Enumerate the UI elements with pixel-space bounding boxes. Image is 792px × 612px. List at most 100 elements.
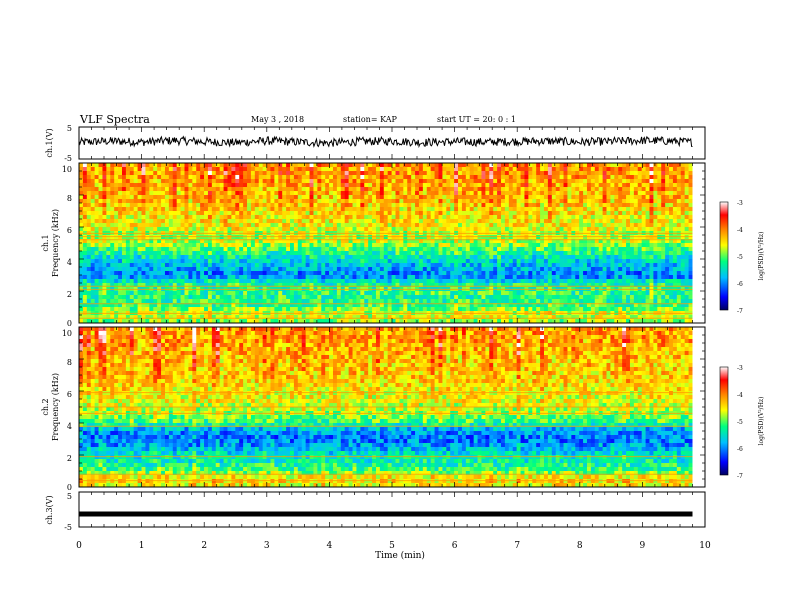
ch1-spectrogram-cell: [110, 175, 115, 180]
ch1-spectrogram-cell: [157, 163, 162, 168]
ch1-spectrogram-cell: [485, 171, 490, 176]
ch1-spectrogram-cell: [688, 171, 693, 176]
ch1-spectrogram-cell: [184, 191, 189, 196]
ch1-spectrogram-cell: [641, 223, 646, 228]
ch1-spectrogram-cell: [399, 223, 404, 228]
ch1-spectrogram-cell: [438, 227, 443, 232]
ch1-spectrogram-cell: [274, 215, 279, 220]
ch1-spectrogram-cell: [520, 263, 525, 268]
ch1-spectrogram-cell: [372, 199, 377, 204]
ch1-spectrogram-cell: [508, 251, 514, 256]
ch1-spectrogram-cell: [172, 167, 178, 172]
ch1-spectrogram-cell: [649, 279, 654, 284]
ch1-spectrogram-cell: [473, 171, 478, 176]
ch1-spectrogram-cell: [188, 219, 193, 224]
ch1-spectrogram-cell: [364, 207, 369, 212]
ch1-spectrogram-cell: [188, 167, 193, 172]
ch1-spectrogram-cell: [497, 255, 502, 260]
ch1-spectrogram-cell: [411, 251, 416, 256]
ch1-spectrogram-cell: [82, 227, 88, 232]
ch1-spectrogram-cell: [458, 179, 463, 184]
ch1-spectrogram-cell: [403, 167, 408, 172]
ch1-spectrogram-cell: [82, 211, 88, 216]
ch1-spectrogram-cell: [454, 207, 459, 212]
ch1-spectrogram-cell: [422, 171, 428, 176]
ch1-spectrogram-cell: [563, 239, 568, 244]
ch1-spectrogram-cell: [364, 275, 369, 280]
ch1-spectrogram-cell: [329, 215, 334, 220]
ch1-spectrogram-cell: [508, 211, 514, 216]
ch1-spectrogram-cell: [102, 251, 107, 256]
ch1-spectrogram-cell: [465, 263, 471, 268]
ch1-spectrogram-cell: [418, 203, 424, 208]
ch1-spectrogram-cell: [536, 279, 541, 284]
ch1-spectrogram-cell: [364, 247, 369, 252]
ch1-spectrogram-cell: [680, 275, 686, 280]
ch1-spectrogram-cell: [102, 207, 107, 212]
ch1-spectrogram-cell: [430, 179, 435, 184]
ch1-spectrogram-cell: [325, 259, 330, 264]
ch1-spectrogram-cell: [172, 179, 178, 184]
ch1-spectrogram-cell: [442, 251, 447, 256]
ch1-spectrogram-cell: [153, 191, 158, 196]
ch1-spectrogram-cell: [430, 239, 435, 244]
ch1-spectrogram-cell: [278, 195, 283, 200]
ch1-spectrogram-cell: [102, 187, 107, 192]
ch1-spectrogram-cell: [524, 275, 529, 280]
ch1-spectrogram-cell: [250, 211, 256, 216]
ch1-spectrogram-cell: [79, 271, 84, 276]
ch1-spectrogram-cell: [157, 223, 162, 228]
ch1-spectrogram-cell: [286, 163, 291, 168]
ch1-spectrogram-cell: [418, 239, 424, 244]
ch1-spectrogram-cell: [669, 175, 674, 180]
ch1-spectrogram-cell: [243, 255, 248, 260]
ch1-spectrogram-cell: [438, 207, 443, 212]
ch1-spectrogram-cell: [262, 251, 267, 256]
ch1-spectrogram-cell: [622, 275, 627, 280]
ch1-spectrogram-cell: [274, 267, 279, 272]
ch1-spectrogram-cell: [231, 215, 236, 220]
ch1-spectrogram-cell: [329, 191, 334, 196]
ch1-spectrogram-cell: [262, 283, 267, 288]
ch1-spectrogram-cell: [669, 227, 674, 232]
ch1-spectrogram-cell: [450, 195, 455, 200]
ch1-spectrogram-cell: [661, 275, 666, 280]
ch1-spectrogram-cell: [403, 171, 408, 176]
ch1-spectrogram-cell: [231, 227, 236, 232]
ch1-spectrogram-cell: [497, 171, 502, 176]
ch1-spectrogram-cell: [227, 191, 232, 196]
ch1-spectrogram-cell: [504, 263, 510, 268]
ch1-spectrogram-cell: [555, 283, 561, 288]
ch1-spectrogram-cell: [551, 167, 557, 172]
ch1-spectrogram-cell: [215, 179, 221, 184]
ch1-spectrogram-cell: [372, 219, 377, 224]
ch1-spectrogram-cell: [235, 187, 240, 192]
ch1-spectrogram-cell: [426, 239, 432, 244]
ch1-spectrogram-cell: [274, 175, 279, 180]
ch1-spectrogram-cell: [528, 179, 533, 184]
ch1-spectrogram-cell: [551, 251, 557, 256]
ch1-spectrogram-cell: [168, 239, 174, 244]
ch1-spectrogram-cell: [665, 283, 670, 288]
ch1-spectrogram-cell: [458, 247, 463, 252]
ch1-spectrogram-cell: [278, 203, 283, 208]
ch1-spectrogram-cell: [676, 175, 682, 180]
ch1-spectrogram-cell: [415, 179, 420, 184]
ch1-spectrogram-cell: [375, 187, 381, 192]
ch1-spectrogram-cell: [184, 207, 189, 212]
ch1-spectrogram-cell: [426, 247, 432, 252]
ch1-spectrogram-cell: [528, 207, 533, 212]
ch1-spectrogram-cell: [254, 187, 260, 192]
ch1-spectrogram-cell: [454, 263, 459, 268]
ch1-spectrogram-cell: [661, 163, 666, 168]
ch1-spectrogram-cell: [551, 283, 557, 288]
ch1-spectrogram-cell: [219, 283, 224, 288]
ch1-spectrogram-cell: [184, 211, 189, 216]
ch1-spectrogram-cell: [356, 163, 361, 168]
ch1-spectrogram-cell: [555, 211, 561, 216]
ch1-spectrogram-cell: [375, 183, 381, 188]
ch1-spectrogram-cell: [383, 167, 389, 172]
ch1-spectrogram-cell: [309, 235, 314, 240]
ch1-spectrogram-cell: [555, 239, 561, 244]
ch1-spectrogram-cell: [86, 271, 92, 276]
